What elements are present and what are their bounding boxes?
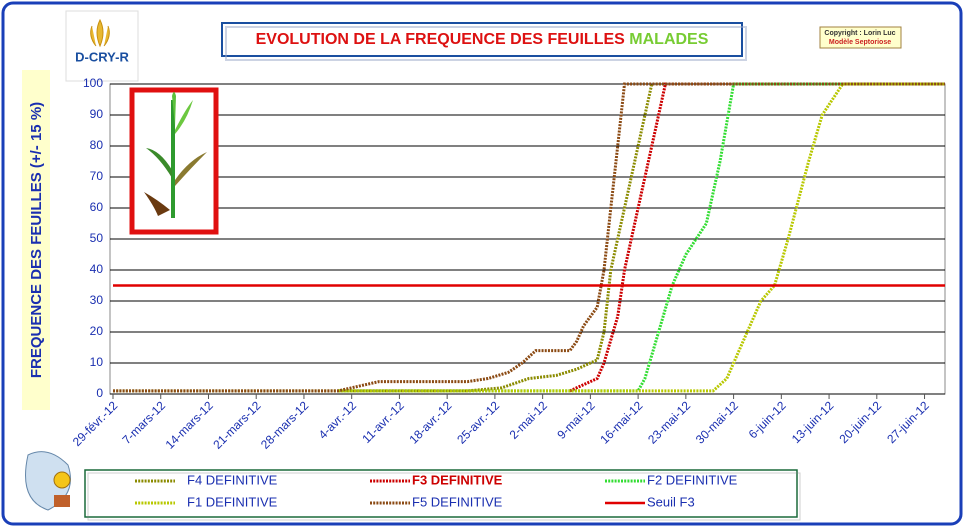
- mascot: [25, 451, 71, 511]
- copyright-box: Copyright : Lorin Luc Modèle Septoriose: [819, 26, 902, 49]
- model: Modèle Septoriose: [829, 39, 891, 46]
- title-highlight: MALADES: [629, 31, 708, 48]
- y-tick-label: 0: [96, 386, 103, 400]
- title-box: EVOLUTION DE LA FREQUENCE DES FEUILLES M…: [221, 22, 747, 61]
- copyright: Copyright : Lorin Luc: [824, 30, 895, 37]
- series-line: [569, 82, 945, 393]
- y-tick-label: 20: [90, 324, 104, 338]
- y-tick-label: 50: [90, 231, 104, 245]
- y-axis-label: FREQUENCE DES FEUILLES (+/- 15 %): [28, 102, 45, 378]
- mascot-pot: [54, 495, 70, 507]
- logo-box: [65, 10, 139, 82]
- y-tick-label: 70: [90, 169, 104, 183]
- logo-text: D-CRY-R: [75, 49, 129, 64]
- series-line: [338, 82, 945, 393]
- series-line: [113, 82, 945, 393]
- mascot-flower: [53, 471, 71, 489]
- plant-leaf: [146, 148, 172, 178]
- y-tick-label: 40: [90, 262, 104, 276]
- legend-label: F2 DEFINITIVE: [647, 472, 738, 487]
- y-tick-label: 10: [90, 355, 104, 369]
- plant-image: [129, 87, 219, 235]
- title-frame: [221, 22, 743, 57]
- legend-label: F4 DEFINITIVE: [187, 472, 278, 487]
- legend-label: F1 DEFINITIVE: [187, 494, 278, 509]
- title-main: EVOLUTION DE LA FREQUENCE DES FEUILLES: [256, 31, 626, 48]
- copyright-frame: [819, 26, 902, 49]
- plant-leaf: [144, 192, 170, 216]
- legend-label: F5 DEFINITIVE: [412, 494, 503, 509]
- y-tick-label: 90: [90, 107, 104, 121]
- y-title-bg: [22, 70, 50, 410]
- logo: D-CRY-R: [65, 10, 139, 82]
- legend-label: F3 DEFINITIVE: [412, 472, 503, 487]
- chart-title: EVOLUTION DE LA FREQUENCE DES FEUILLES M…: [256, 31, 709, 48]
- y-tick-label: 30: [90, 293, 104, 307]
- y-axis-title: FREQUENCE DES FEUILLES (+/- 15 %): [22, 70, 50, 410]
- plant-leaf: [175, 100, 193, 134]
- y-tick-label: 80: [90, 138, 104, 152]
- legend-label: Seuil F3: [647, 494, 695, 509]
- y-tick-label: 60: [90, 200, 104, 214]
- logo-wheat: [90, 18, 110, 48]
- legend-shadow: [87, 472, 801, 521]
- y-tick-label: 100: [83, 76, 103, 90]
- legend: [84, 469, 798, 518]
- plant-leaf: [172, 92, 176, 126]
- title-shadow: [225, 26, 747, 61]
